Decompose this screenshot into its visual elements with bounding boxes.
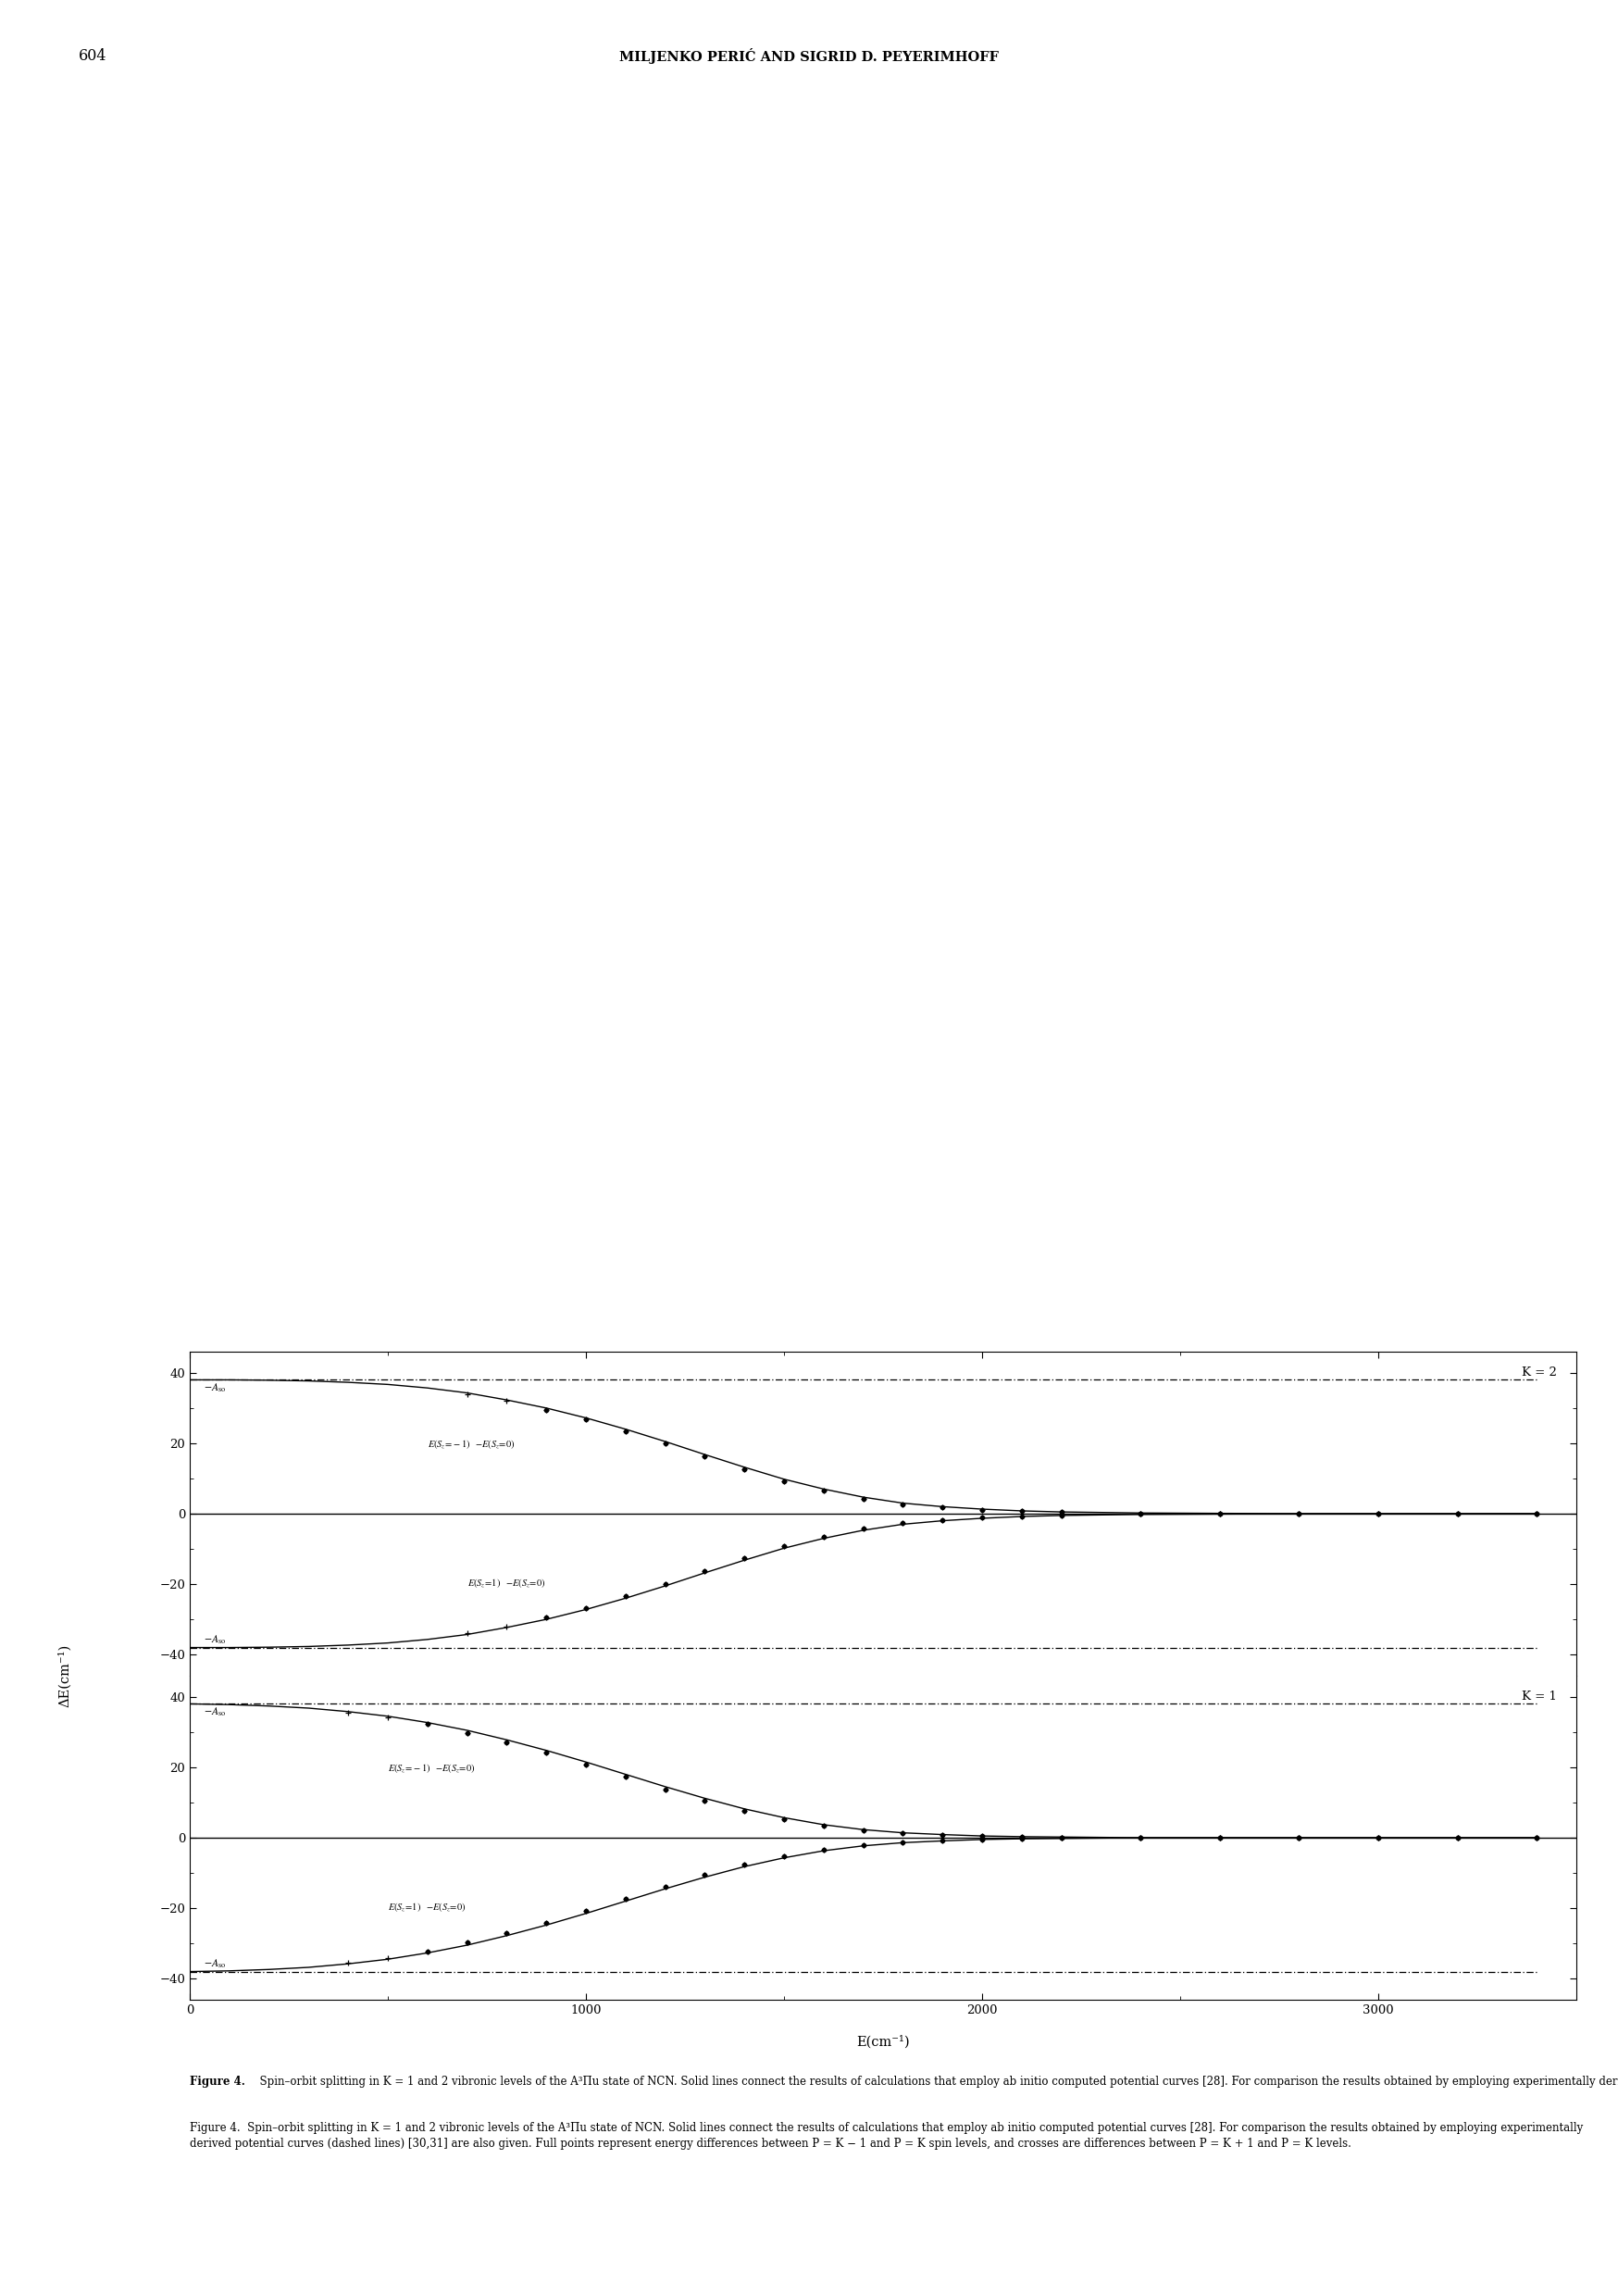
Text: $-A_{\rm so}$: $-A_{\rm so}$: [204, 1706, 227, 1717]
Text: $-A_{\rm so}$: $-A_{\rm so}$: [204, 1632, 227, 1646]
Text: K = 1: K = 1: [1521, 1690, 1557, 1704]
Text: $E(S_z\!=\!1)$  $-E(S_z\!=\!0)$: $E(S_z\!=\!1)$ $-E(S_z\!=\!0)$: [388, 1901, 466, 1915]
Text: E(cm⁻¹): E(cm⁻¹): [856, 2034, 909, 2048]
Text: 604: 604: [79, 48, 107, 64]
Text: Spin–orbit splitting in K = 1 and 2 vibronic levels of the A³Πu state of NCN. So: Spin–orbit splitting in K = 1 and 2 vibr…: [252, 2076, 1618, 2087]
Text: $E(S_z\!=\!-1)$  $-E(S_z\!=\!0)$: $E(S_z\!=\!-1)$ $-E(S_z\!=\!0)$: [427, 1437, 515, 1451]
Text: $-A_{\rm so}$: $-A_{\rm so}$: [204, 1956, 227, 1970]
Text: $E(S_z\!=\!-1)$  $-E(S_z\!=\!0)$: $E(S_z\!=\!-1)$ $-E(S_z\!=\!0)$: [388, 1761, 476, 1775]
Text: Figure 4.  Spin–orbit splitting in K = 1 and 2 vibronic levels of the A³Πu state: Figure 4. Spin–orbit splitting in K = 1 …: [189, 2122, 1582, 2149]
Text: MILJENKO PERIĆ AND SIGRID D. PEYERIMHOFF: MILJENKO PERIĆ AND SIGRID D. PEYERIMHOFF: [620, 48, 998, 64]
Text: $E(S_z\!=\!1)$  $-E(S_z\!=\!0)$: $E(S_z\!=\!1)$ $-E(S_z\!=\!0)$: [468, 1577, 545, 1591]
Text: $-A_{\rm so}$: $-A_{\rm so}$: [204, 1382, 227, 1394]
Text: Figure 4.: Figure 4.: [189, 2076, 246, 2087]
Text: ΔE(cm⁻¹): ΔE(cm⁻¹): [58, 1644, 71, 1708]
Text: K = 2: K = 2: [1521, 1366, 1557, 1380]
